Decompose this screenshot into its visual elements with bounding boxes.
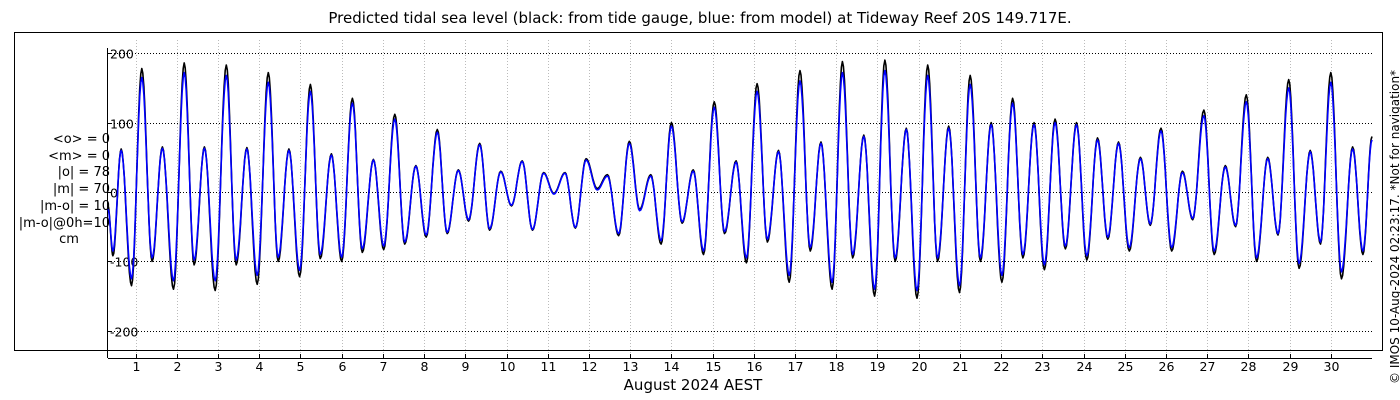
x-tick-label: 11 bbox=[541, 359, 557, 374]
x-tick-label: 10 bbox=[500, 359, 516, 374]
chart-title: Predicted tidal sea level (black: from t… bbox=[328, 9, 1072, 27]
axes: 1 2 3 4 5 6 7 8 9 10 11 12 13 14 15 16 17 18 19 20 21 22 23 24 2… bbox=[107, 47, 1372, 374]
series-lines bbox=[107, 59, 1373, 299]
x-tick-label: 12 bbox=[582, 359, 598, 374]
x-tick-label: 30 bbox=[1324, 359, 1340, 374]
x-tick-label: 27 bbox=[1200, 359, 1216, 374]
x-tick-label: 14 bbox=[664, 359, 680, 374]
x-tick-label: 29 bbox=[1283, 359, 1299, 374]
stat-abs-observed: |o| = 78 bbox=[57, 165, 110, 181]
y-tick-label: -100 bbox=[110, 255, 138, 270]
x-tick-label: 18 bbox=[829, 359, 845, 374]
statistics-panel: <o> = 0 <m> = 0 |o| = 78 |m| = 70 |m-o| … bbox=[8, 132, 110, 249]
x-tick-label: 16 bbox=[747, 359, 763, 374]
x-tick-label: 1 bbox=[133, 359, 141, 374]
x-tick-label: 23 bbox=[1035, 359, 1051, 374]
x-tick-label: 17 bbox=[788, 359, 804, 374]
grid-lines bbox=[108, 40, 1372, 358]
x-axis-label: August 2024 AEST bbox=[623, 376, 763, 394]
y-tick-label: 0 bbox=[110, 186, 118, 201]
x-tick-label: 8 bbox=[421, 359, 429, 374]
x-tick-label: 21 bbox=[953, 359, 969, 374]
tide-gauge-series-line bbox=[107, 59, 1373, 299]
x-tick-label: 2 bbox=[174, 359, 182, 374]
x-tick-label: 6 bbox=[339, 359, 347, 374]
copyright-note: © IMOS 10-Aug-2024 02:23:17. *Not for na… bbox=[1388, 69, 1400, 384]
x-tick-label: 15 bbox=[706, 359, 722, 374]
stat-mean-model: <m> = 0 bbox=[48, 148, 110, 164]
outer-frame bbox=[14, 32, 1383, 351]
stat-unit: cm bbox=[59, 232, 79, 248]
x-tick-label: 5 bbox=[297, 359, 305, 374]
y-tick-label: -200 bbox=[110, 325, 138, 340]
stat-abs-model: |m| = 70 bbox=[52, 182, 110, 198]
y-tick-label: 200 bbox=[110, 47, 134, 62]
x-tick-label: 25 bbox=[1118, 359, 1134, 374]
y-tick-label: 100 bbox=[110, 117, 134, 132]
stat-mean-observed: <o> = 0 bbox=[52, 132, 110, 147]
x-tick-label: 26 bbox=[1159, 359, 1175, 374]
model-series-line bbox=[107, 69, 1373, 292]
stat-abs-difference: |m-o| = 10 bbox=[39, 198, 110, 214]
x-tick-label: 20 bbox=[912, 359, 928, 374]
x-tick-label: 13 bbox=[623, 359, 639, 374]
x-tick-label: 9 bbox=[462, 359, 470, 374]
x-tick-label: 24 bbox=[1077, 359, 1093, 374]
x-tick-label: 28 bbox=[1241, 359, 1257, 374]
x-tick-label: 3 bbox=[215, 359, 223, 374]
x-tick-label: 22 bbox=[994, 359, 1010, 374]
x-tick-label: 19 bbox=[870, 359, 886, 374]
x-tick-label: 4 bbox=[256, 359, 264, 374]
x-tick-label: 7 bbox=[380, 359, 388, 374]
stat-abs-difference-0h: |m-o|@0h=10 bbox=[18, 215, 110, 231]
